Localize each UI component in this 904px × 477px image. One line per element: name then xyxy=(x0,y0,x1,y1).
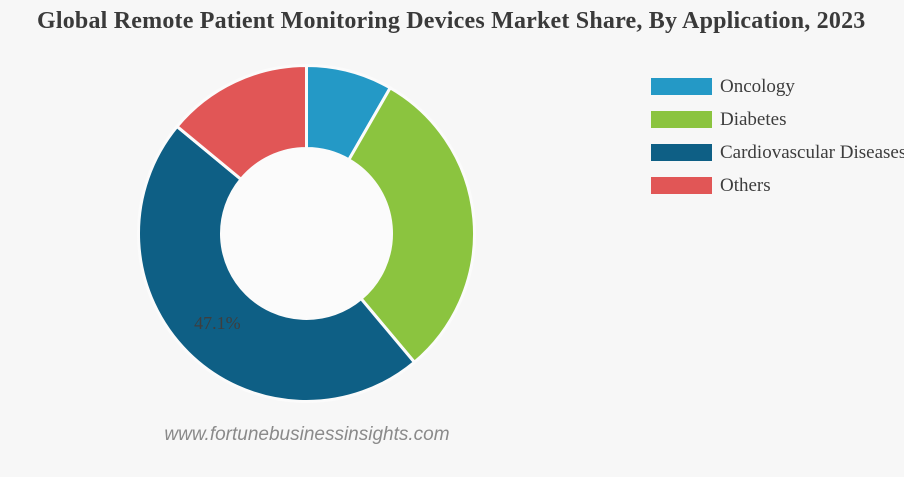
chart-title: Global Remote Patient Monitoring Devices… xyxy=(37,8,866,34)
donut-value-label: 47.1% xyxy=(194,313,241,333)
legend-label-others: Others xyxy=(720,175,771,196)
legend-swatch-cardiovascular xyxy=(651,144,712,161)
legend: Oncology Diabetes Cardiovascular Disease… xyxy=(651,76,904,210)
donut-segment-others xyxy=(175,64,308,181)
legend-label-diabetes: Diabetes xyxy=(720,109,787,130)
legend-item-cardiovascular: Cardiovascular Diseases xyxy=(651,142,904,163)
legend-label-cardiovascular: Cardiovascular Diseases xyxy=(720,142,904,163)
legend-swatch-diabetes xyxy=(651,111,712,128)
legend-swatch-others xyxy=(651,177,712,194)
donut-segment-cardiovascular-diseases xyxy=(137,124,416,403)
legend-swatch-oncology xyxy=(651,78,712,95)
legend-label-oncology: Oncology xyxy=(720,76,795,97)
donut-hole xyxy=(219,146,394,321)
legend-item-oncology: Oncology xyxy=(651,76,904,97)
legend-item-diabetes: Diabetes xyxy=(651,109,904,130)
legend-item-others: Others xyxy=(651,175,904,196)
watermark: www.fortunebusinessinsights.com xyxy=(164,424,450,445)
donut-segment-diabetes xyxy=(347,86,476,364)
